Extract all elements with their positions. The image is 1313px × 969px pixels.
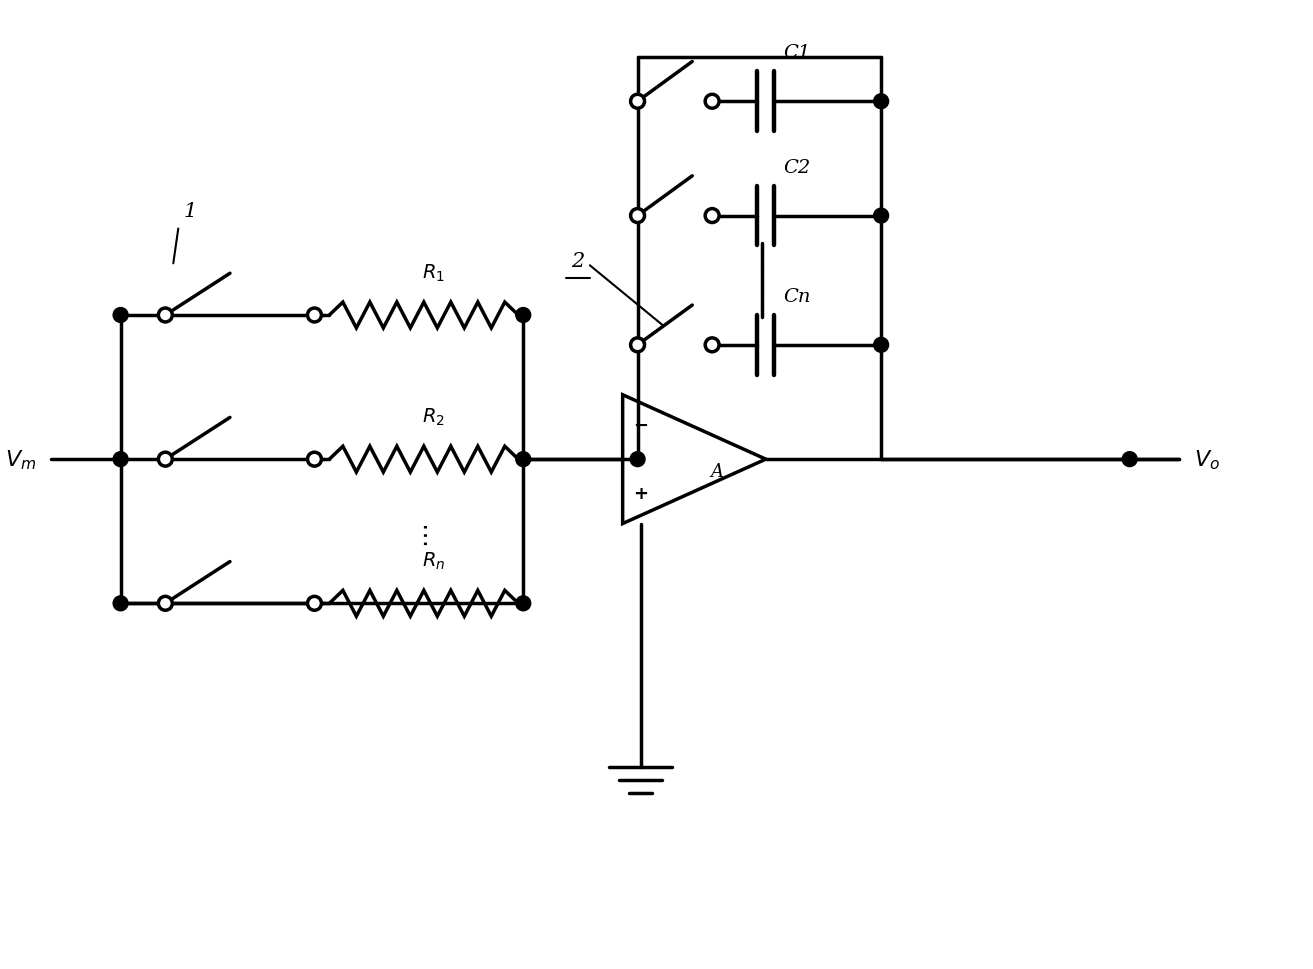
Circle shape (516, 453, 530, 467)
Circle shape (516, 596, 530, 611)
Text: +: + (633, 484, 649, 503)
Text: 1: 1 (184, 202, 197, 221)
Text: A: A (710, 462, 723, 481)
Circle shape (113, 453, 129, 467)
Text: $R_1$: $R_1$ (423, 263, 445, 284)
Circle shape (630, 338, 645, 353)
Circle shape (630, 95, 645, 109)
Circle shape (113, 596, 129, 611)
Circle shape (630, 338, 645, 353)
Circle shape (307, 309, 322, 323)
Circle shape (307, 597, 322, 610)
Text: C1: C1 (783, 45, 810, 62)
Circle shape (159, 597, 172, 610)
Text: $R_n$: $R_n$ (423, 550, 445, 572)
Circle shape (159, 453, 172, 467)
Text: −: − (633, 417, 649, 435)
Circle shape (1123, 453, 1137, 467)
Circle shape (307, 453, 322, 467)
Text: $V_o$: $V_o$ (1195, 448, 1220, 472)
Circle shape (113, 308, 129, 323)
Circle shape (873, 209, 889, 224)
Text: ⋯: ⋯ (412, 519, 436, 545)
Circle shape (705, 209, 720, 223)
Circle shape (630, 209, 645, 224)
Circle shape (873, 95, 889, 109)
Circle shape (630, 95, 645, 109)
Circle shape (630, 453, 645, 467)
Circle shape (705, 338, 720, 353)
Circle shape (873, 338, 889, 353)
Circle shape (705, 95, 720, 109)
Text: C2: C2 (783, 159, 810, 176)
Text: $V_m$: $V_m$ (5, 448, 35, 472)
Circle shape (516, 308, 530, 323)
Text: Cn: Cn (783, 288, 810, 306)
Text: 2: 2 (571, 252, 584, 270)
Text: $R_2$: $R_2$ (423, 407, 445, 428)
Circle shape (159, 309, 172, 323)
Circle shape (630, 209, 645, 223)
